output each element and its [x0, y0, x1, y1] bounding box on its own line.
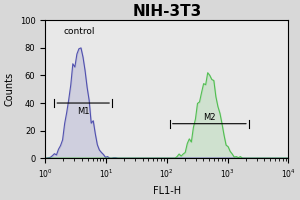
Text: control: control: [63, 27, 95, 36]
Text: M2: M2: [203, 113, 216, 122]
Y-axis label: Counts: Counts: [4, 72, 14, 106]
X-axis label: FL1-H: FL1-H: [153, 186, 181, 196]
Title: NIH-3T3: NIH-3T3: [132, 4, 201, 19]
Text: M1: M1: [77, 107, 89, 116]
